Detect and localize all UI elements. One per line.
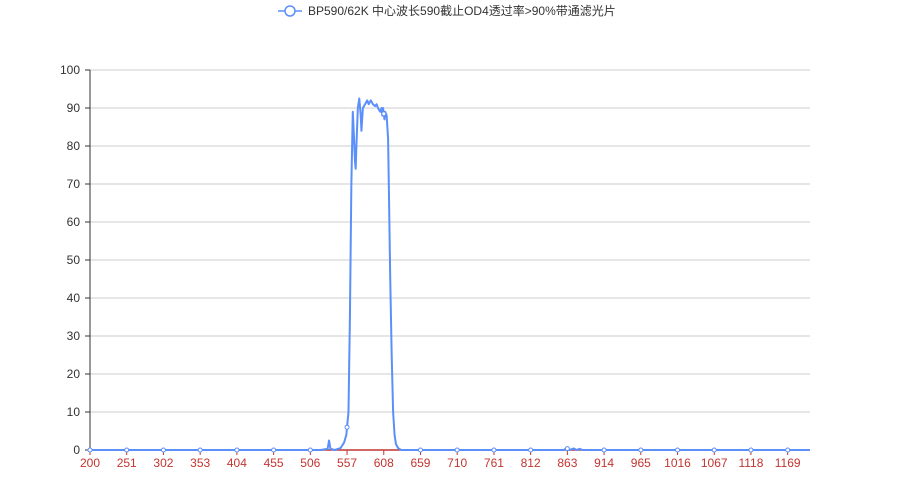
data-point[interactable]: [638, 447, 644, 453]
x-tick-label: 608: [374, 456, 394, 470]
data-point[interactable]: [87, 447, 93, 453]
x-tick-label: 863: [557, 456, 577, 470]
data-point[interactable]: [675, 447, 681, 453]
x-tick-label: 812: [521, 456, 541, 470]
x-tick-label: 659: [410, 456, 430, 470]
legend[interactable]: BP590/62K 中心波长590截止OD4透过率>90%带通滤光片: [278, 3, 616, 18]
data-point[interactable]: [748, 447, 754, 453]
x-axis: 200 251 302 353 404 455 506 557 608 659 710 761 812 8…: [80, 449, 810, 470]
x-tick-label: 251: [117, 456, 137, 470]
x-tick-label: 1169: [775, 456, 801, 470]
data-point[interactable]: [711, 447, 717, 453]
x-tick-label: 506: [300, 456, 320, 470]
y-tick-label: 10: [67, 405, 81, 419]
data-point[interactable]: [271, 447, 277, 453]
y-tick-label: 100: [60, 63, 80, 77]
data-point[interactable]: [197, 447, 203, 453]
y-tick-label: 40: [67, 291, 81, 305]
data-point[interactable]: [564, 446, 570, 452]
x-tick-label: 200: [80, 456, 100, 470]
legend-marker-icon: [284, 5, 296, 17]
data-point[interactable]: [601, 447, 607, 453]
data-point[interactable]: [234, 447, 240, 453]
legend-label: BP590/62K 中心波长590截止OD4透过率>90%带通滤光片: [308, 3, 616, 18]
y-tick-label: 50: [67, 253, 81, 267]
x-tick-label: 1067: [701, 456, 728, 470]
y-tick-label: 0: [73, 443, 80, 457]
x-tick-label: 557: [337, 456, 357, 470]
x-tick-label: 302: [153, 456, 173, 470]
x-tick-label: 710: [447, 456, 467, 470]
data-point[interactable]: [454, 447, 460, 453]
series-group: [87, 97, 810, 453]
y-tick-label: 20: [67, 367, 81, 381]
data-point[interactable]: [785, 447, 791, 453]
y-tick-label: 30: [67, 329, 81, 343]
y-tick-label: 60: [67, 215, 81, 229]
data-point[interactable]: [528, 447, 534, 453]
data-point[interactable]: [381, 111, 387, 117]
data-point[interactable]: [417, 447, 423, 453]
data-point[interactable]: [160, 447, 166, 453]
y-tick-label: 80: [67, 139, 81, 153]
y-tick-label: 90: [67, 101, 81, 115]
y-axis: 0 10 20 30 40 50 60 70 80 90 100: [60, 63, 91, 457]
data-point[interactable]: [124, 447, 130, 453]
x-tick-label: 1118: [738, 456, 763, 470]
x-tick-label: 353: [190, 456, 210, 470]
grid: [90, 69, 810, 413]
data-point[interactable]: [344, 424, 350, 430]
data-point[interactable]: [307, 447, 313, 453]
y-tick-label: 70: [67, 177, 81, 191]
x-tick-label: 761: [484, 456, 504, 470]
x-tick-label: 1016: [664, 456, 691, 470]
series-line: [90, 97, 810, 451]
x-tick-label: 914: [594, 456, 614, 470]
x-tick-label: 404: [227, 456, 247, 470]
x-tick-label: 455: [264, 456, 284, 470]
x-tick-label: 965: [631, 456, 651, 470]
data-point[interactable]: [491, 447, 497, 453]
